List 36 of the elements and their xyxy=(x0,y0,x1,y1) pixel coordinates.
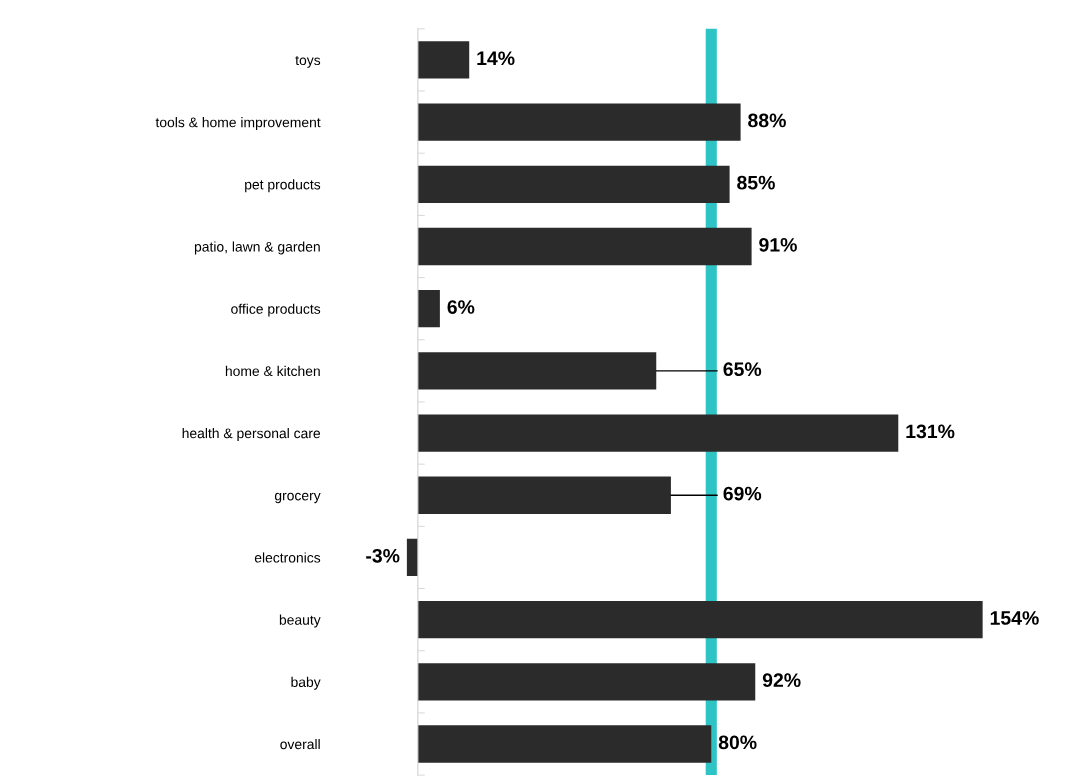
bar xyxy=(417,165,730,203)
data-label: 6% xyxy=(447,300,475,314)
bar xyxy=(417,41,470,79)
bar xyxy=(417,290,440,328)
data-label: 65% xyxy=(723,362,762,377)
y-tick-label: grocery xyxy=(274,492,321,504)
y-tick-label: health & personal care xyxy=(182,428,321,441)
bar xyxy=(417,414,899,452)
data-label: 85% xyxy=(737,175,775,190)
bar xyxy=(417,352,657,390)
y-tick-label: home & kitchen xyxy=(225,365,320,377)
y-tick-label: baby xyxy=(291,676,321,690)
data-label: 131% xyxy=(906,424,955,439)
y-tick-label: overall xyxy=(280,738,320,750)
y-tick-label: patio, lawn & garden xyxy=(194,241,320,255)
data-label: 88% xyxy=(748,113,786,128)
y-tick-label: beauty xyxy=(279,614,321,628)
data-label: 69% xyxy=(723,486,762,501)
bar xyxy=(406,538,418,577)
data-label: 91% xyxy=(759,237,797,252)
bar xyxy=(417,476,671,514)
bar xyxy=(417,663,756,701)
y-tick-label: office products xyxy=(231,303,321,317)
y-tick-label: toys xyxy=(295,55,321,68)
data-label: 14% xyxy=(477,51,515,66)
data-label: -3% xyxy=(366,548,400,563)
bar xyxy=(417,227,752,266)
y-tick-label: tools & home improvement xyxy=(155,117,321,131)
data-label: 92% xyxy=(762,673,801,688)
data-label: 80% xyxy=(718,735,757,750)
data-label: 154% xyxy=(990,611,1039,625)
bar xyxy=(417,103,741,141)
y-tick-label: pet products xyxy=(245,179,321,193)
y-tick-label: electronics xyxy=(254,552,321,563)
bar xyxy=(417,600,983,639)
bar xyxy=(417,725,712,763)
